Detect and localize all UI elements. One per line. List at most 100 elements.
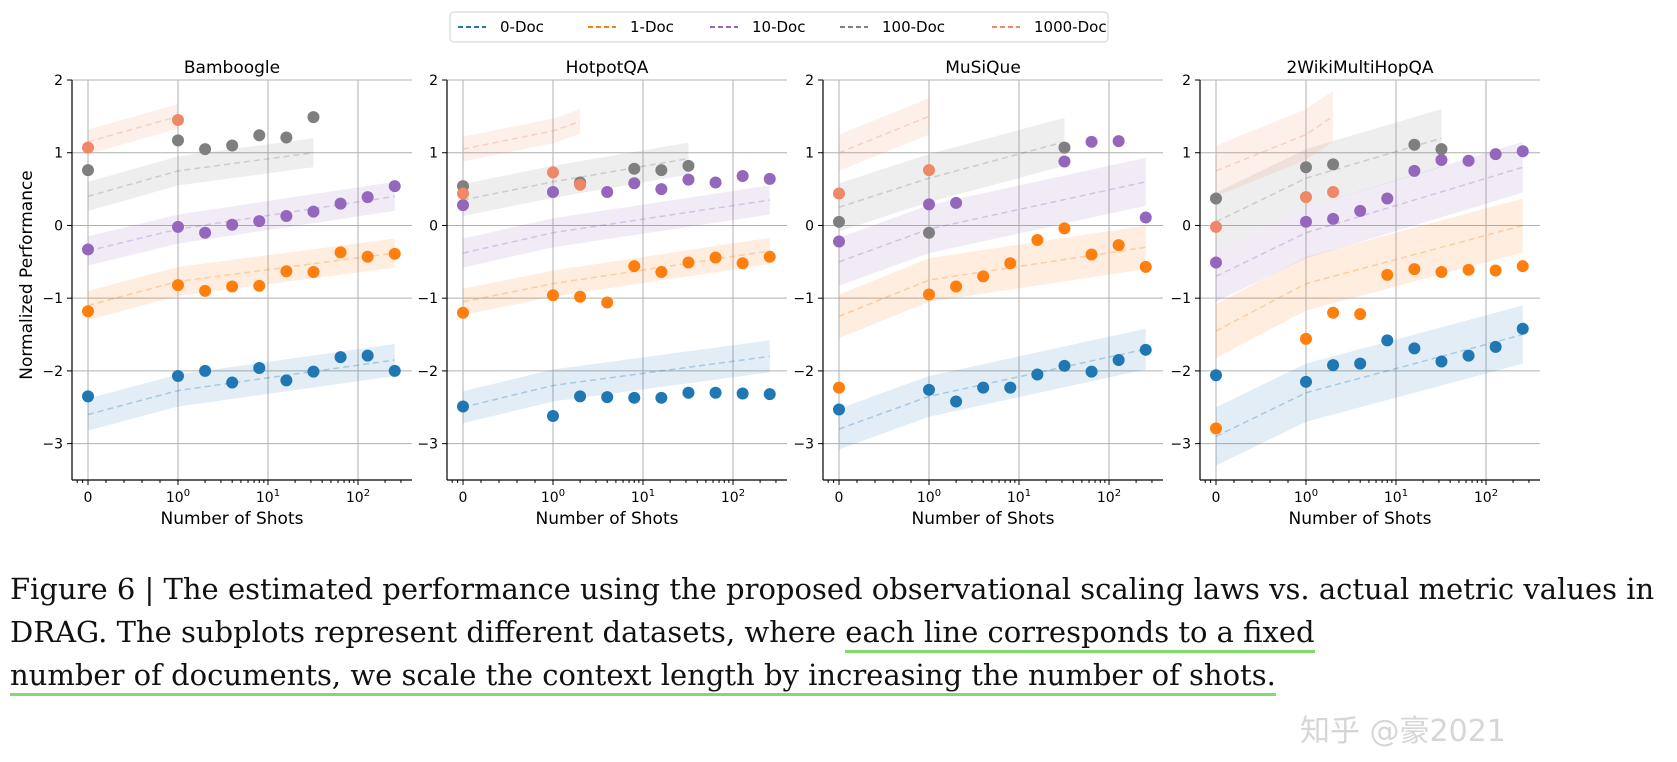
subplot-2wikimultihopqa: 210−3−2−10 100 101 1022WikiMultiHopQANumber… (1170, 58, 1540, 529)
x-tick-exponent: 2 (1492, 488, 1498, 499)
data-point-10-doc (1085, 135, 1098, 148)
data-point-10-doc (1354, 204, 1367, 217)
data-point-10-doc (226, 218, 239, 231)
y-tick-label: 0 (1182, 218, 1191, 234)
data-point-10-doc (457, 199, 469, 212)
data-point-10-doc (950, 196, 963, 209)
x-tick-exponent: 2 (739, 488, 745, 499)
data-point-1-doc (1004, 257, 1017, 270)
data-point-1-doc (172, 279, 184, 292)
fit-band-0-doc (1216, 305, 1523, 466)
data-point-1000-doc (923, 164, 935, 177)
y-tick-label: −2 (42, 364, 63, 380)
y-tick-label: −1 (42, 291, 63, 307)
data-point-0-doc (547, 410, 559, 422)
data-point-0-doc (388, 364, 401, 377)
data-point-0-doc (923, 383, 935, 396)
data-point-10-doc (736, 170, 749, 182)
fit-line-10-doc (838, 181, 1146, 263)
fit-line-1-doc (87, 252, 395, 307)
x-tick-exponent: 0 (1312, 488, 1318, 499)
fit-band-1000-doc (1216, 90, 1334, 197)
y-tick-label: −3 (42, 437, 63, 453)
data-point-10-doc (1112, 135, 1125, 148)
y-axis-label: Normalized Performance (17, 170, 37, 380)
data-point-10-doc (1327, 212, 1340, 225)
data-point-0-doc (655, 391, 668, 404)
fit-line-0-doc (838, 348, 1146, 430)
fit-band-1-doc (88, 238, 395, 320)
data-point-100-doc (682, 159, 695, 172)
x-tick-label: 102 (1097, 488, 1121, 506)
data-point-1000-doc (547, 166, 559, 179)
data-point-1-doc (1354, 308, 1367, 321)
data-point-1-doc (199, 284, 212, 297)
fit-band-10-doc (1216, 141, 1523, 302)
data-point-10-doc (280, 210, 293, 222)
data-point-1-doc (1058, 222, 1071, 235)
y-tick-label: 2 (1182, 73, 1191, 89)
fit-band-1000-doc (839, 98, 929, 171)
data-point-100-doc (1300, 161, 1312, 174)
data-point-10-doc (601, 186, 614, 198)
legend-item-1000-doc: 1000-Doc (992, 18, 1107, 36)
fit-line-0-doc (1215, 333, 1523, 438)
data-point-0-doc (1516, 322, 1529, 335)
data-point-10-doc (1435, 154, 1448, 166)
data-point-1-doc (388, 247, 401, 260)
data-point-10-doc (923, 198, 935, 211)
y-tick-label: −2 (793, 364, 814, 380)
y-tick-label: −3 (417, 437, 438, 453)
data-point-0-doc (950, 395, 963, 408)
data-point-100-doc (226, 139, 239, 152)
data-point-0-doc (226, 376, 239, 389)
data-point-100-doc (833, 215, 845, 228)
data-point-0-doc (601, 391, 614, 404)
data-point-0-doc (82, 390, 94, 403)
data-point-10-doc (1300, 215, 1312, 228)
data-point-1-doc (1112, 239, 1125, 252)
data-point-100-doc (1058, 141, 1071, 154)
fit-band-0-doc (88, 344, 395, 431)
fit-band-0-doc (463, 340, 770, 424)
data-point-10-doc (253, 215, 266, 228)
fit-line-10-doc (462, 199, 770, 254)
x-tick-label: 102 (721, 488, 745, 506)
legend-label: 0-Doc (500, 18, 544, 36)
data-point-1-doc (1210, 422, 1222, 435)
data-point-1000-doc (457, 187, 469, 200)
data-point-1-doc (923, 288, 935, 301)
x-tick-label: 100 (541, 488, 565, 506)
data-point-0-doc (1031, 368, 1044, 381)
data-point-0-doc (1462, 349, 1475, 362)
data-point-1000-doc (1210, 220, 1222, 233)
data-point-1-doc (253, 279, 266, 292)
data-point-10-doc (82, 243, 94, 256)
data-point-0-doc (172, 370, 184, 382)
data-point-1-doc (1516, 260, 1529, 273)
figure-caption: Figure 6 | The estimated performance usi… (10, 568, 1670, 697)
legend-item-100-doc: 100-Doc (840, 18, 945, 36)
data-point-10-doc (655, 183, 668, 196)
data-point-0-doc (1058, 359, 1071, 372)
x-tick-exponent: 2 (1115, 488, 1121, 499)
data-point-10-doc (1408, 164, 1421, 177)
y-tick-label: 0 (54, 218, 63, 234)
data-point-0-doc (1085, 365, 1098, 378)
fit-band-1-doc (1216, 198, 1523, 358)
data-point-10-doc (763, 172, 776, 185)
data-point-0-doc (334, 351, 347, 364)
data-point-1000-doc (833, 187, 845, 200)
legend: 0-Doc 1-Doc 10-Doc 100-Doc 1000-Doc (449, 11, 1109, 43)
data-point-1-doc (736, 257, 749, 270)
data-point-1000-doc (1300, 191, 1312, 204)
data-point-10-doc (1058, 155, 1071, 168)
y-tick-label: −1 (1170, 291, 1191, 307)
fit-line-0-doc (462, 355, 770, 409)
data-point-1-doc (1435, 266, 1448, 278)
data-point-0-doc (1489, 340, 1502, 353)
y-tick-label: −2 (417, 364, 438, 380)
